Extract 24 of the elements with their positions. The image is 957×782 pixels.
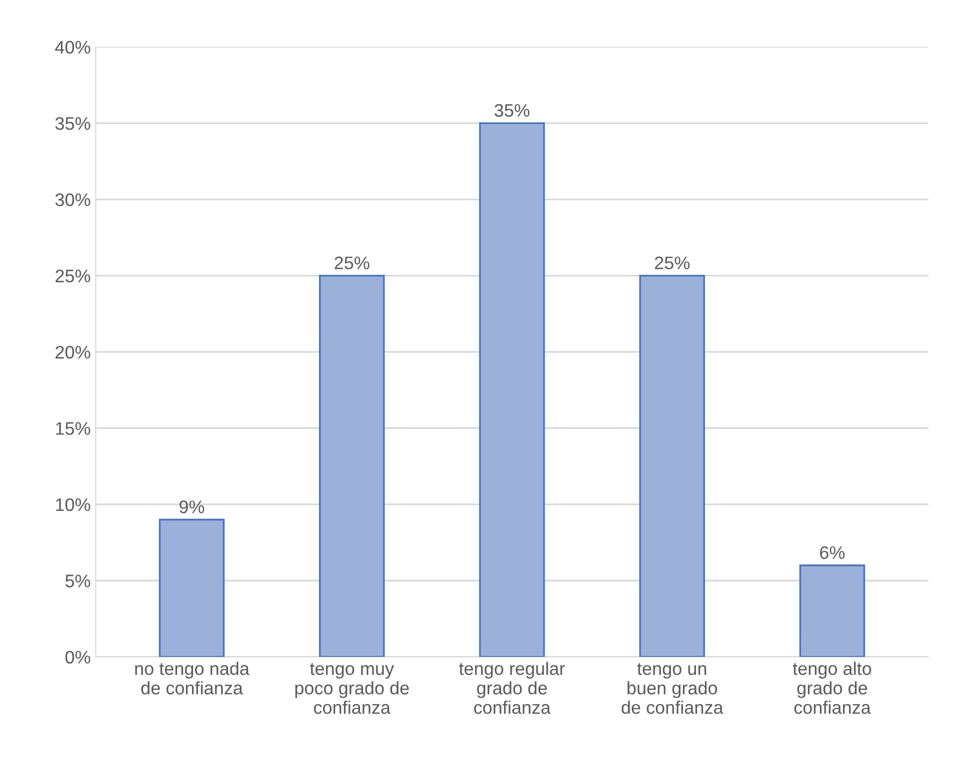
y-tick-label: 40% [55, 40, 90, 54]
y-tick-label: 10% [56, 498, 90, 512]
y-tick-label: 30% [55, 193, 90, 206]
bar [319, 274, 385, 657]
bar [479, 122, 545, 657]
x-tick-label: tengo muy poco grado de confianza [295, 663, 409, 714]
x-tick-label: tengo un buen grado de confianza [622, 663, 724, 714]
y-tick-label: 35% [55, 117, 90, 130]
y-tick-label: 0% [65, 650, 90, 664]
y-tick-label: 25% [56, 270, 90, 282]
x-tick-label: tengo alto grado de confianza [792, 662, 872, 714]
bar [158, 518, 225, 657]
bar [799, 564, 866, 657]
data-label: 35% [494, 104, 530, 117]
data-label: 9% [180, 500, 204, 514]
x-tick-label: tengo regular grado de confianza [459, 662, 565, 714]
y-tick-label: 15% [56, 422, 90, 435]
x-tick-label: no tengo nada de confianza [135, 662, 250, 694]
data-label: 6% [820, 546, 845, 560]
data-label: 25% [654, 256, 690, 270]
y-tick-label: 20% [56, 346, 90, 359]
data-label: 25% [334, 256, 370, 270]
bar [639, 274, 705, 657]
y-tick-label: 5% [65, 574, 90, 588]
